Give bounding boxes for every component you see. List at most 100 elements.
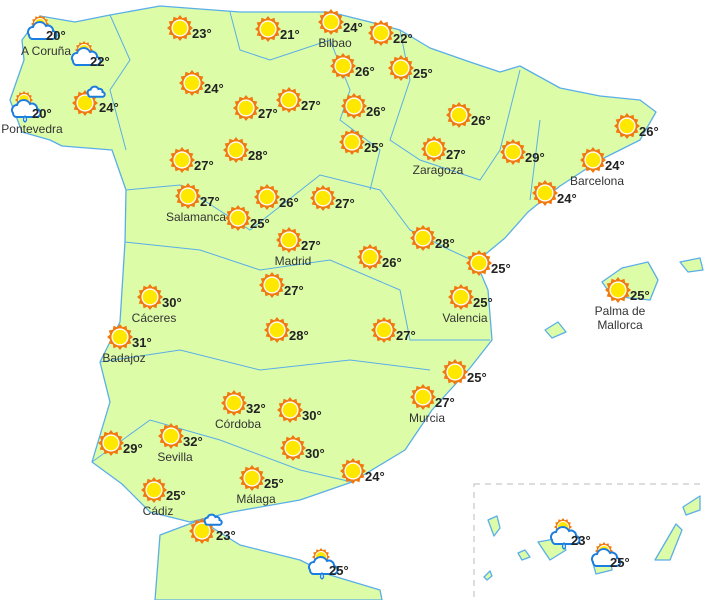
city-label: Palma de Mallorca [594,304,646,332]
menorca-island [679,257,704,273]
sun-icon [223,137,249,163]
temperature: 27° [200,194,220,209]
sun-icon [371,317,397,343]
sun-icon [98,430,124,456]
sun-small-cloud-icon [72,85,106,116]
city-label: Barcelona [569,174,625,188]
sun-icon [388,55,414,81]
temperature: 20° [46,28,66,43]
temperature: 25° [610,555,630,570]
sun-icon [340,458,366,484]
sun-icon [442,359,468,385]
city-label: Salamanca [165,210,227,224]
sun-icon [446,102,472,128]
sun-icon [580,147,606,173]
sun-icon [276,87,302,113]
sun-icon [605,277,631,303]
sun-icon [318,9,344,35]
temperature: 24° [204,81,224,96]
temperature: 23° [571,533,591,548]
sun-icon [254,184,280,210]
temperature: 27° [335,196,355,211]
sun-icon [277,397,303,423]
temperature: 30° [305,446,325,461]
sun-icon [532,180,558,206]
temperature: 25° [467,370,487,385]
city-label: Sevilla [157,450,193,464]
sun-icon [225,205,251,231]
temperature: 23° [192,26,212,41]
sun-icon [310,185,336,211]
temperature: 25° [364,140,384,155]
temperature: 27° [435,395,455,410]
temperature: 25° [166,488,186,503]
sun-icon [330,53,356,79]
temperature: 25° [473,295,493,310]
temperature: 30° [302,408,322,423]
temperature: 25° [491,261,511,276]
temperature: 23° [216,528,236,543]
city-label: Bilbao [318,36,352,50]
city-label: Pontevedra [1,122,63,136]
canary-island-5 [654,523,683,561]
city-label: Córdoba [214,417,262,431]
temperature: 25° [413,66,433,81]
sun-cloud-icon [27,15,58,40]
temperature: 26° [366,104,386,119]
temperature: 29° [123,441,143,456]
sun-icon [500,139,526,165]
sun-cloud-icon [71,41,102,66]
city-label: Badajoz [102,351,146,365]
city-label: Cáceres [131,311,177,325]
sun-small-cloud-icon [189,513,223,544]
sun-icon [276,227,302,253]
temperature: 27° [284,283,304,298]
city-label: Madrid [274,254,312,268]
temperature: 28° [289,328,309,343]
temperature: 27° [301,98,321,113]
temperature: 24° [557,191,577,206]
temperature: 31° [132,335,152,350]
temperature: 30° [162,295,182,310]
temperature: 26° [355,64,375,79]
sun-icon [259,272,285,298]
temperature: 32° [246,401,266,416]
sun-icon [448,284,474,310]
sun-icon [255,16,281,42]
city-label: A Coruña [20,44,72,58]
canary-island-6 [682,495,701,516]
city-label: Zaragoza [412,163,464,177]
sun-icon [357,244,383,270]
temperature: 25° [250,216,270,231]
temperature: 29° [525,150,545,165]
temperature: 25° [630,288,650,303]
city-label: Málaga [236,492,276,506]
temperature: 26° [279,195,299,210]
sun-icon [239,465,265,491]
temperature: 27° [258,106,278,121]
temperature: 25° [329,563,349,578]
sun-icon [158,423,184,449]
temperature: 26° [471,113,491,128]
temperature: 27° [446,147,466,162]
canary-island-1 [487,515,501,537]
city-label: Cádiz [142,504,174,518]
ibiza-island [544,321,567,339]
temperature: 24° [365,469,385,484]
canary-island-7 [483,570,493,581]
sun-icon [280,435,306,461]
sun-icon [169,147,195,173]
sun-icon [233,95,259,121]
city-label: Murcia [408,411,446,425]
sun-icon [339,129,365,155]
sun-icon [221,390,247,416]
temperature: 25° [264,476,284,491]
sun-icon [368,20,394,46]
temperature: 21° [280,27,300,42]
sun-icon [179,70,205,96]
sun-icon [410,384,436,410]
sun-icon [175,183,201,209]
sun-icon [264,317,290,343]
sun-cloud-rain-icon [308,548,339,580]
